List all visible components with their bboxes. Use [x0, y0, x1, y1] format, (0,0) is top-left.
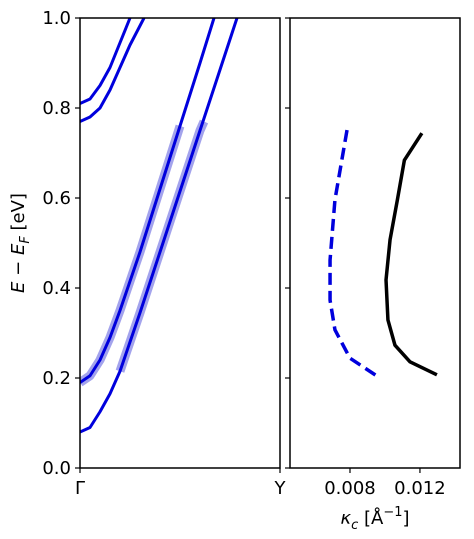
y-tick-label: 1.0	[42, 8, 71, 29]
band-line	[80, 18, 216, 384]
band-line	[80, 18, 239, 434]
x-label-unit: [Å	[358, 507, 384, 529]
band-line	[328, 129, 381, 380]
band-line	[80, 18, 146, 123]
band-line	[80, 18, 132, 105]
x-axis-label: κc [Å−1]	[340, 505, 409, 533]
x-tick-label: 0.008	[324, 478, 376, 499]
x-label-main: κ	[340, 508, 351, 529]
y-tick-label: 0.6	[42, 188, 71, 209]
y-tick-label: 0.4	[42, 278, 71, 299]
plot-area	[80, 18, 239, 434]
y-label-main: E − E	[8, 243, 29, 293]
x-label-end: ]	[402, 508, 409, 529]
y-label-sub: F	[18, 236, 33, 244]
x-tick-label: Γ	[75, 478, 85, 499]
x-tick-label: 0.012	[394, 478, 446, 499]
y-tick-label: 0.2	[42, 368, 71, 389]
x-label-sup: −1	[383, 505, 402, 520]
axes-frame	[79, 17, 281, 469]
plot-area	[328, 129, 438, 380]
band-line	[384, 132, 438, 377]
x-label-sub: c	[351, 518, 358, 533]
y-tick-label: 0.8	[42, 98, 71, 119]
y-label-unit: [eV]	[8, 193, 29, 236]
x-tick-label: Y	[274, 478, 287, 499]
axes-frame	[289, 17, 461, 469]
y-tick-label: 0.0	[42, 458, 71, 479]
y-axis-label: E − EF [eV]	[8, 193, 33, 293]
